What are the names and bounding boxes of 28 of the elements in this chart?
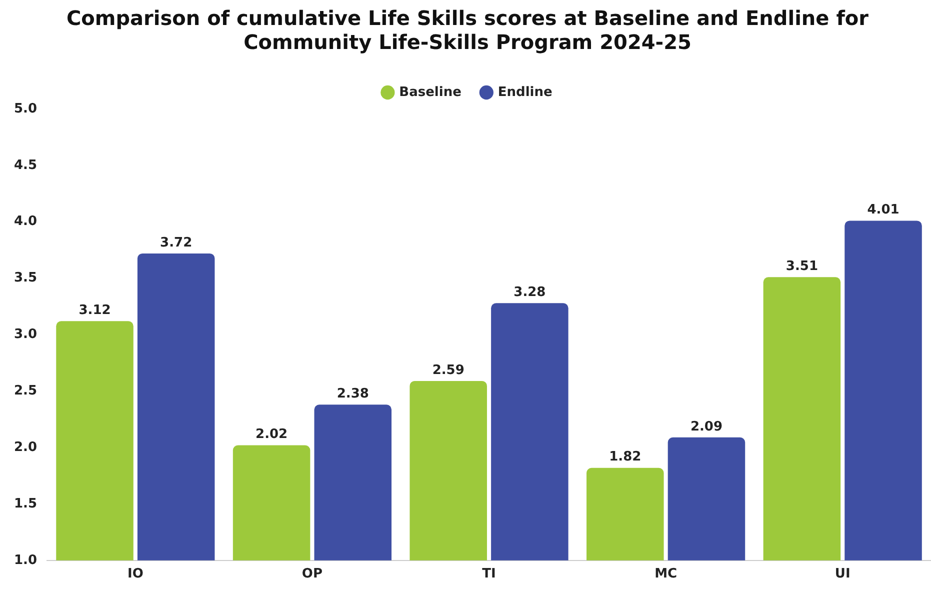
y-tick-label: 3.0 xyxy=(14,327,38,342)
data-label: 2.38 xyxy=(336,386,369,402)
data-label: 3.12 xyxy=(78,303,111,318)
data-label: 2.02 xyxy=(256,427,288,442)
x-tick-label: UI xyxy=(834,566,850,582)
y-tick-label: 5.0 xyxy=(14,101,38,116)
legend-label: Baseline xyxy=(399,84,462,100)
y-tick-label: 2.0 xyxy=(14,440,38,455)
x-tick-label: OP xyxy=(302,566,323,582)
legend-label: Endline xyxy=(498,84,553,100)
data-label: 2.09 xyxy=(690,419,723,434)
y-tick-label: 3.5 xyxy=(14,270,38,286)
data-label: 3.72 xyxy=(160,235,192,250)
text: Comparison of cumulative Life Skills scores at Baseline and Endline for xyxy=(66,6,869,30)
x-tick-label: TI xyxy=(482,566,496,582)
data-label: 3.51 xyxy=(786,259,818,274)
data-label: 2.59 xyxy=(432,362,464,378)
x-tick-label: MC xyxy=(654,566,678,582)
y-tick-label: 4.0 xyxy=(14,214,38,230)
data-label: 4.01 xyxy=(867,202,900,218)
y-tick-label: 1.5 xyxy=(14,496,38,512)
y-tick-label: 1.0 xyxy=(14,552,38,568)
y-tick-label: 2.5 xyxy=(14,384,38,398)
y-tick-label: 4.5 xyxy=(14,158,38,173)
data-label: 1.82 xyxy=(609,450,642,465)
data-label: 3.28 xyxy=(514,284,546,300)
x-tick-label: IO xyxy=(127,566,144,582)
text: Community Life-Skills Program 2024-25 xyxy=(244,30,692,54)
